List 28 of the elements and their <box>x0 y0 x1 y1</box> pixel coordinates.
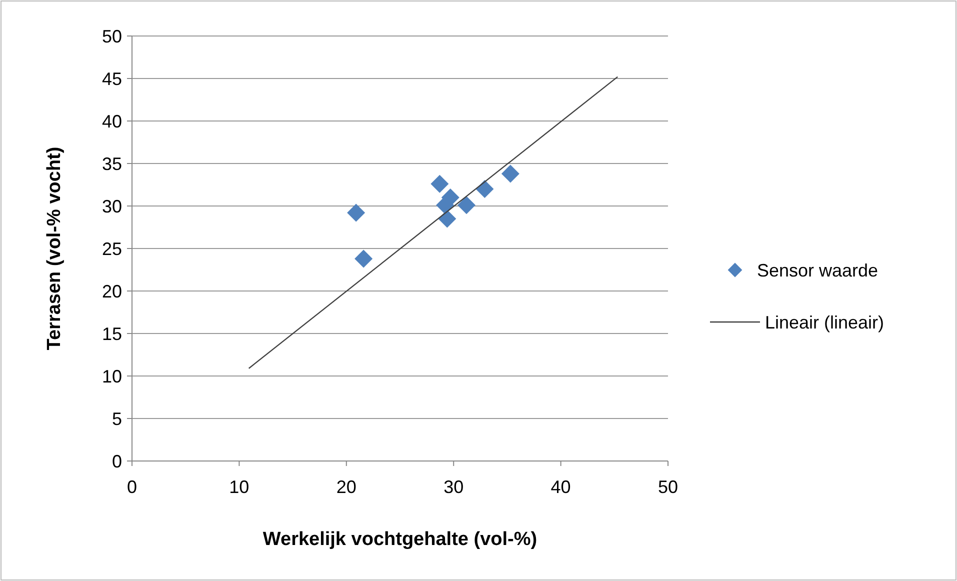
x-tick-label: 50 <box>658 477 678 497</box>
point <box>347 204 366 222</box>
point <box>438 210 456 228</box>
legend-label: Sensor waarde <box>757 260 878 280</box>
y-tick-label: 0 <box>112 451 122 472</box>
x-tick-label: 0 <box>126 477 138 497</box>
y-tick-label: 5 <box>112 408 122 429</box>
legend-label: Lineair (lineair) <box>765 312 884 332</box>
point <box>354 250 373 268</box>
y-tick-label: 30 <box>102 196 122 216</box>
point <box>476 180 494 198</box>
x-tick-label: 20 <box>336 477 356 497</box>
x-tick-label: 10 <box>229 477 250 497</box>
x-tick-label: 40 <box>550 477 571 497</box>
y-tick-label: 15 <box>102 324 122 344</box>
x-tick-label: 30 <box>444 477 464 497</box>
y-tick-label: 35 <box>102 154 122 174</box>
point <box>430 174 449 193</box>
point <box>457 196 476 214</box>
x-axis-title: Werkelijk vochtgehalte (vol-%) <box>262 529 538 550</box>
y-tick-label: 50 <box>102 26 122 46</box>
y-tick-label: 10 <box>102 366 122 386</box>
point <box>501 164 520 183</box>
y-tick-label: 20 <box>102 281 122 302</box>
y-tick-label: 40 <box>102 111 122 132</box>
y-axis-title: Terrasen (vol-% vocht) <box>44 146 65 350</box>
y-tick-label: 25 <box>102 238 122 259</box>
y-tick-label: 45 <box>102 68 122 89</box>
